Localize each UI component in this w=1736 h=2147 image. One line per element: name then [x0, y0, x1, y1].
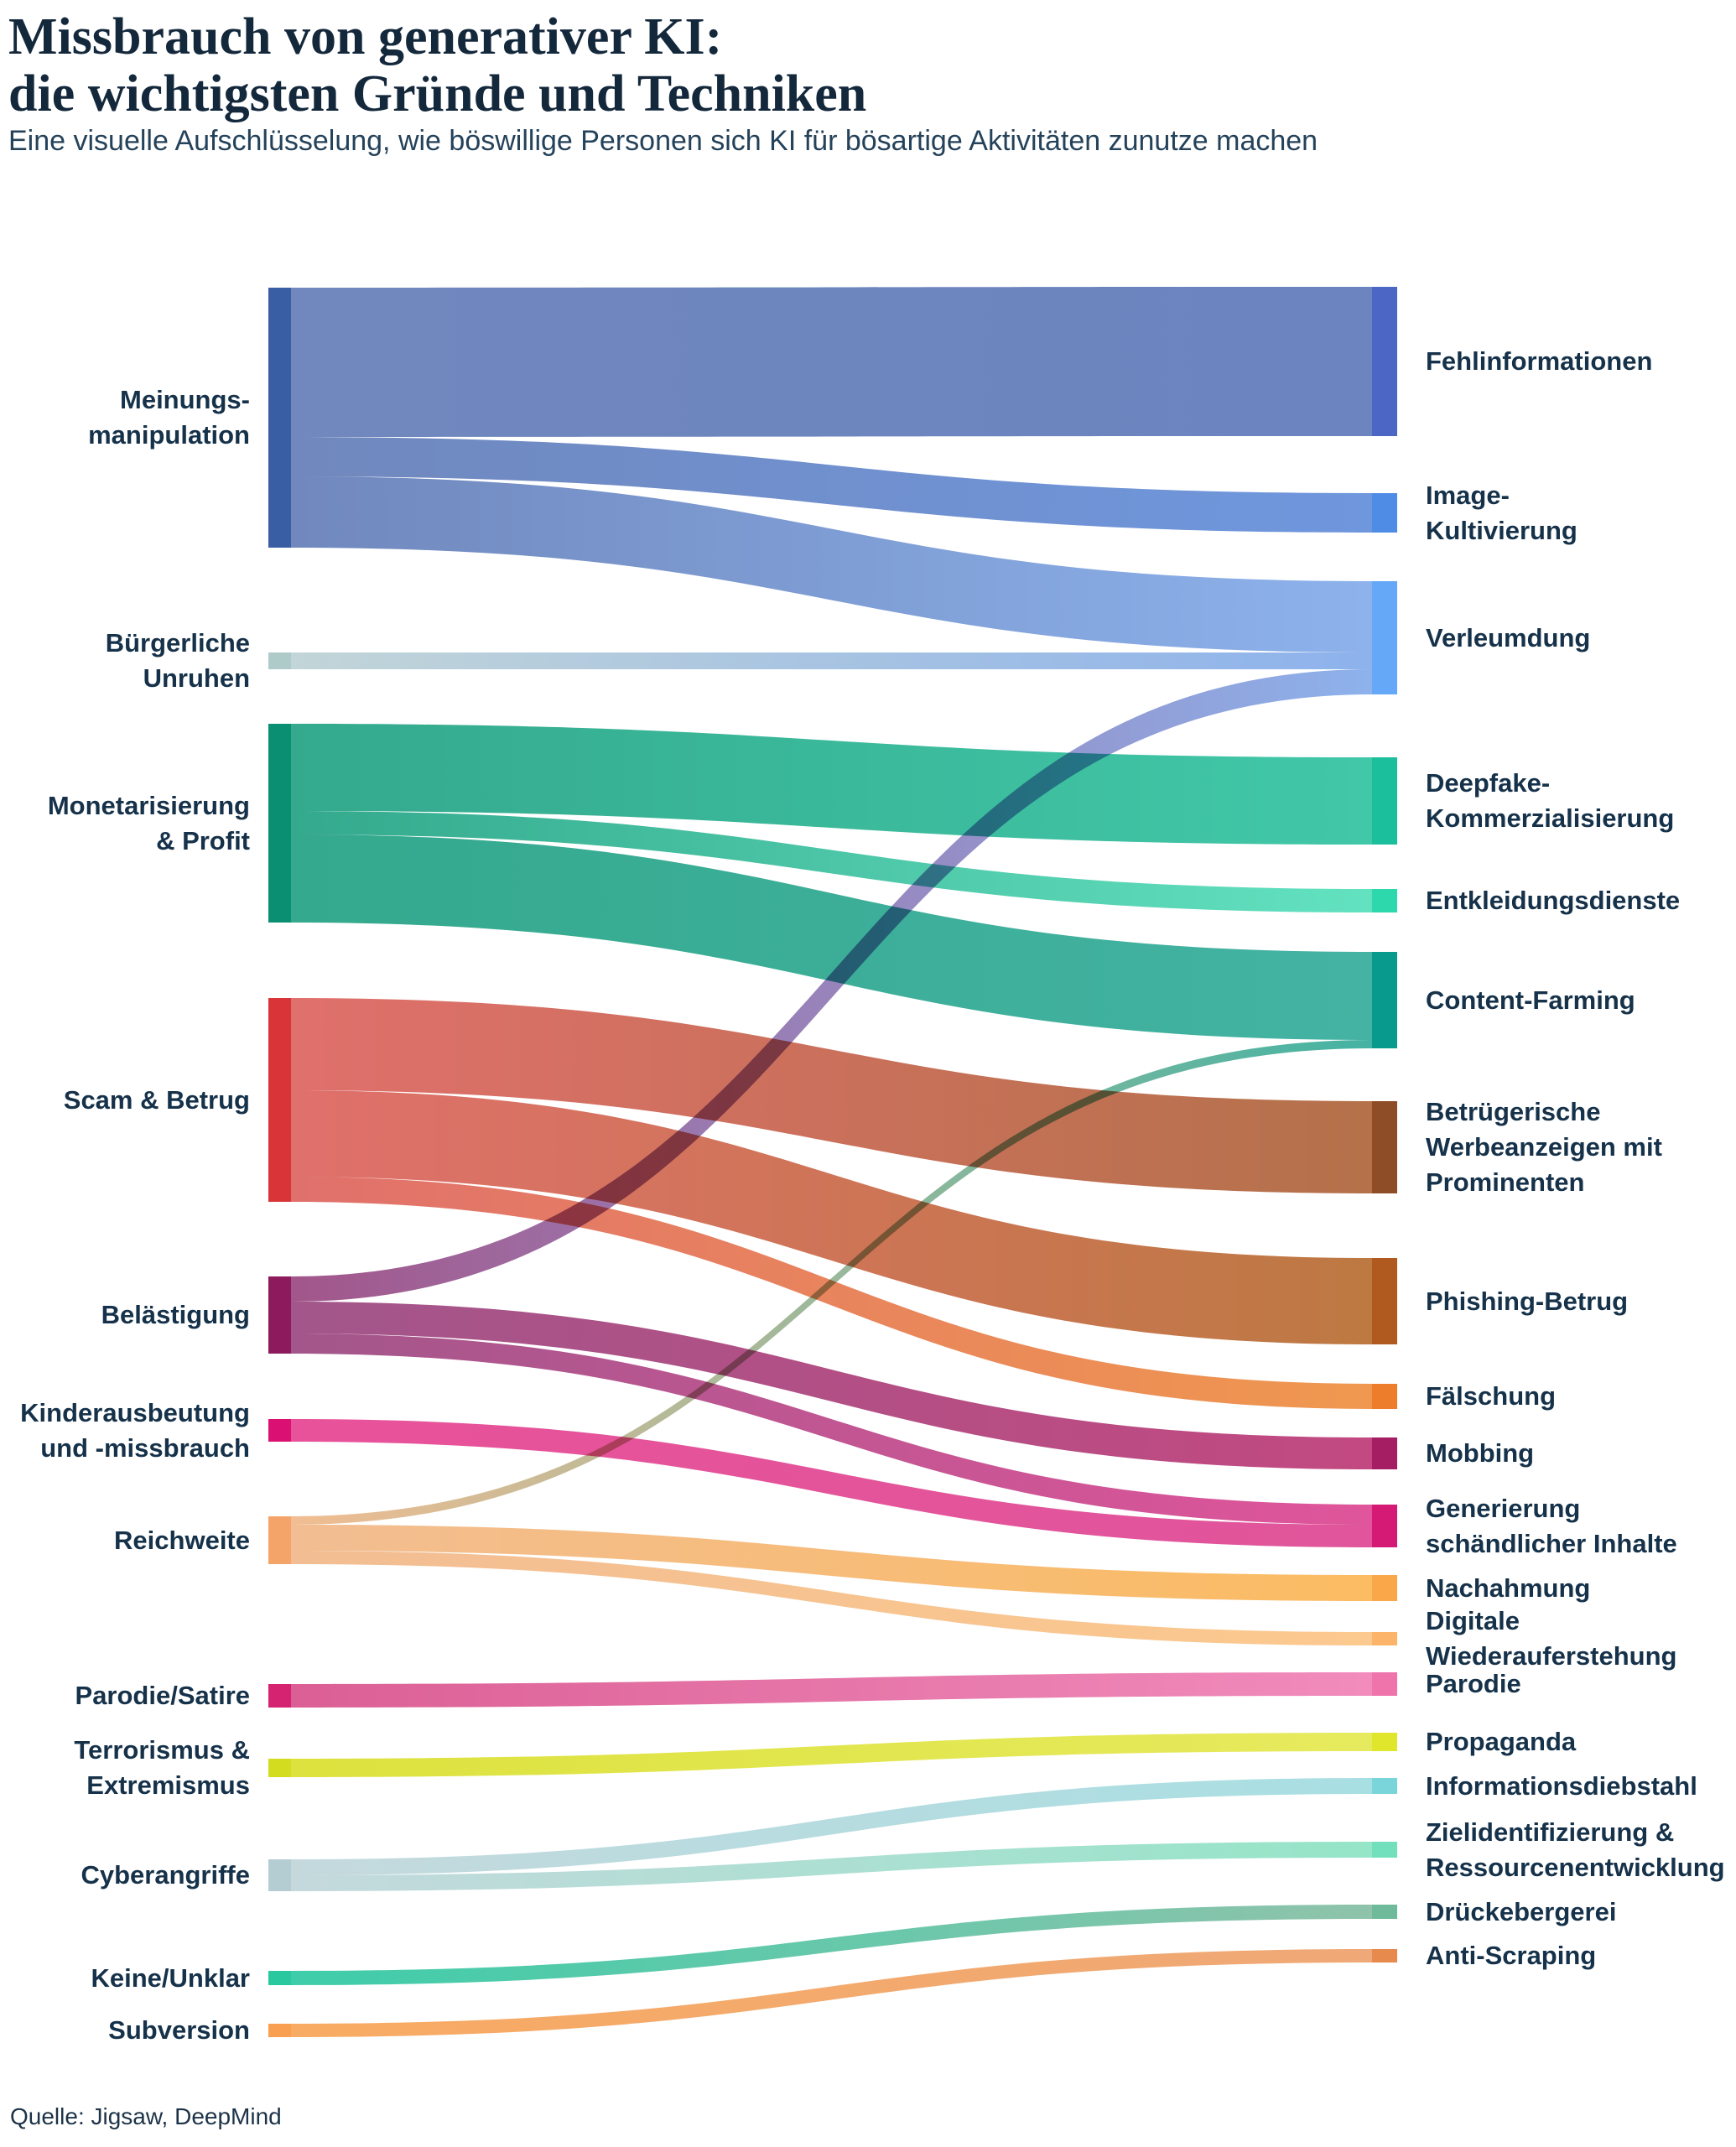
sankey-link-kinderausbeutung-generierung_schaendlicher_inhalte	[291, 1419, 1372, 1547]
sankey-link-scam_betrug-phishing_betrug	[291, 1090, 1372, 1344]
sankey-link-belaestigung-generierung_schaendlicher_inhalte	[291, 1333, 1372, 1525]
sankey-node-monetarisierung_profit	[268, 724, 291, 923]
node-label-mobbing: Mobbing	[1426, 1438, 1535, 1468]
sankey-link-meinungsmanipulation-verleumdung	[291, 476, 1372, 652]
node-label-generierung_schaendlicher_inhalte: Generierung schändlicher Inhalte	[1426, 1494, 1677, 1558]
node-label-zielidentifizierung: Zielidentifizierung & Ressourcenentwickl…	[1426, 1817, 1725, 1882]
node-label-nachahmung: Nachahmung	[1426, 1573, 1591, 1603]
node-label-parodie: Parodie	[1426, 1669, 1521, 1698]
node-label-kinderausbeutung: Kinderausbeutung und -missbrauch	[20, 1398, 250, 1463]
node-label-informationsdiebstahl: Informationsdiebstahl	[1426, 1771, 1697, 1801]
sankey-node-betruegerische_werbeanzeigen	[1372, 1101, 1397, 1193]
sankey-node-propaganda	[1372, 1733, 1397, 1751]
sankey-node-verleumdung	[1372, 581, 1397, 694]
sankey-node-anti_scraping	[1372, 1949, 1397, 1962]
node-label-content_farming: Content-Farming	[1426, 985, 1635, 1015]
node-label-subversion: Subversion	[108, 2015, 250, 2045]
node-label-verleumdung: Verleumdung	[1426, 623, 1591, 652]
sankey-link-reichweite-content_farming	[291, 1040, 1372, 1525]
sankey-link-meinungsmanipulation-image_kultivierung	[291, 437, 1372, 533]
node-label-meinungsmanipulation: Meinungs- manipulation	[88, 385, 250, 450]
sankey-link-scam_betrug-faelschung	[291, 1177, 1372, 1409]
node-label-buergerliche_unruhen: Bürgerliche Unruhen	[105, 628, 250, 693]
sankey-link-subversion-anti_scraping	[291, 1949, 1372, 2037]
sankey-link-buergerliche_unruhen-verleumdung	[291, 652, 1372, 669]
sankey-node-phishing_betrug	[1372, 1258, 1397, 1344]
node-label-belaestigung: Belästigung	[101, 1300, 250, 1329]
sankey-node-scam_betrug	[268, 998, 291, 1202]
sankey-link-terrorismus_extremismus-propaganda	[291, 1733, 1372, 1777]
node-label-cyberangriffe: Cyberangriffe	[81, 1860, 250, 1890]
node-label-phishing_betrug: Phishing-Betrug	[1426, 1287, 1629, 1316]
sankey-link-scam_betrug-betruegerische_werbeanzeigen	[291, 998, 1372, 1193]
sankey-node-mobbing	[1372, 1437, 1397, 1469]
node-label-propaganda: Propaganda	[1426, 1727, 1577, 1756]
sankey-node-belaestigung	[268, 1276, 291, 1354]
source-note: Quelle: Jigsaw, DeepMind	[10, 2103, 282, 2129]
sankey-node-zielidentifizierung	[1372, 1842, 1397, 1858]
node-label-betruegerische_werbeanzeigen: Betrügerische Werbeanzeigen mit Prominen…	[1426, 1097, 1662, 1197]
sankey-link-reichweite-nachahmung	[291, 1525, 1372, 1601]
sankey-node-cyberangriffe	[268, 1859, 291, 1891]
sankey-node-content_farming	[1372, 952, 1397, 1048]
sankey-node-generierung_schaendlicher_inhalte	[1372, 1505, 1397, 1547]
sankey-link-monetarisierung_profit-entkleidungsdienste	[291, 811, 1372, 912]
sankey-node-buergerliche_unruhen	[268, 652, 291, 669]
sankey-link-reichweite-digitale_wiederauferstehung	[291, 1551, 1372, 1645]
sankey-link-belaestigung-verleumdung	[291, 669, 1372, 1302]
sankey-node-subversion	[268, 2024, 291, 2037]
sankey-node-faelschung	[1372, 1384, 1397, 1409]
node-label-drueckebergerei: Drückebergerei	[1426, 1897, 1617, 1926]
sankey-link-belaestigung-mobbing	[291, 1302, 1372, 1469]
sankey-link-cyberangriffe-informationsdiebstahl	[291, 1778, 1372, 1875]
node-label-faelschung: Fälschung	[1426, 1381, 1557, 1411]
sankey-node-parodie	[1372, 1672, 1397, 1696]
sankey-node-digitale_wiederauferstehung	[1372, 1632, 1397, 1645]
node-label-anti_scraping: Anti-Scraping	[1426, 1941, 1597, 1970]
node-label-deepfake_kommerzialisierung: Deepfake- Kommerzialisierung	[1426, 768, 1675, 833]
sankey-link-meinungsmanipulation-fehlinformationen	[291, 287, 1372, 437]
sankey-link-keine_unklar-drueckebergerei	[291, 1905, 1372, 1985]
sankey-link-cyberangriffe-zielidentifizierung	[291, 1842, 1372, 1891]
page-title: Missbrauch von generativer KI: die wicht…	[8, 8, 867, 123]
sankey-node-fehlinformationen	[1372, 287, 1397, 436]
node-label-scam_betrug: Scam & Betrug	[63, 1085, 250, 1115]
sankey-link-monetarisierung_profit-content_farming	[291, 834, 1372, 1040]
page-subtitle: Eine visuelle Aufschlüsselung, wie böswi…	[8, 125, 1318, 157]
sankey-node-entkleidungsdienste	[1372, 889, 1397, 912]
sankey-node-keine_unklar	[268, 1971, 291, 1985]
sankey-node-drueckebergerei	[1372, 1905, 1397, 1919]
sankey-node-terrorismus_extremismus	[268, 1759, 291, 1777]
node-label-keine_unklar: Keine/Unklar	[91, 1963, 250, 1993]
sankey-node-image_kultivierung	[1372, 493, 1397, 533]
sankey-node-informationsdiebstahl	[1372, 1778, 1397, 1794]
node-label-image_kultivierung: Image- Kultivierung	[1426, 481, 1577, 545]
node-label-terrorismus_extremismus: Terrorismus & Extremismus	[74, 1735, 250, 1800]
sankey-node-meinungsmanipulation	[268, 288, 291, 548]
node-label-fehlinformationen: Fehlinformationen	[1426, 346, 1653, 376]
sankey-node-parodie_satire	[268, 1684, 291, 1708]
sankey-node-kinderausbeutung	[268, 1419, 291, 1442]
sankey-node-deepfake_kommerzialisierung	[1372, 757, 1397, 845]
node-label-monetarisierung_profit: Monetarisierung & Profit	[47, 791, 250, 855]
sankey-link-parodie_satire-parodie	[291, 1672, 1372, 1708]
node-label-digitale_wiederauferstehung: Digitale Wiederauferstehung	[1426, 1606, 1677, 1671]
node-label-parodie_satire: Parodie/Satire	[75, 1681, 250, 1710]
node-label-entkleidungsdienste: Entkleidungsdienste	[1426, 886, 1681, 915]
node-label-reichweite: Reichweite	[114, 1526, 250, 1555]
sankey-node-nachahmung	[1372, 1575, 1397, 1601]
sankey-node-reichweite	[268, 1516, 291, 1564]
